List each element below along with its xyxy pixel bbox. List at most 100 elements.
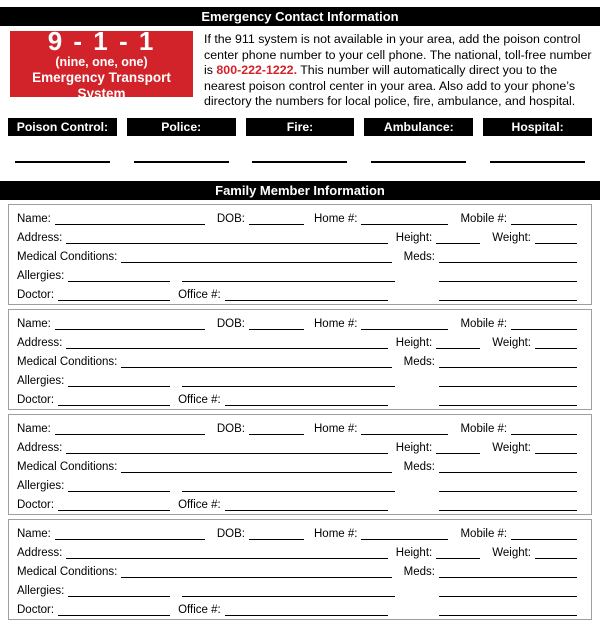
mobile-phone-blank-line — [511, 537, 577, 540]
office-phone-label: Office #: — [178, 393, 221, 406]
allergies-row: Allergies: — [17, 265, 577, 284]
meds-continuation-line-1 — [439, 489, 577, 492]
medical-conditions-label: Medical Conditions: — [17, 250, 118, 263]
meds-blank-line — [439, 365, 577, 368]
emergency-number-pronunciation: (nine, one, one) — [55, 54, 148, 69]
meds-continuation-line-1 — [439, 279, 577, 282]
name-row: Name: DOB: Home #: Mobile #: — [17, 208, 577, 227]
allergies-continuation-line — [182, 279, 396, 282]
family-member-block: Name: DOB: Home #: Mobile #: Address: He… — [8, 308, 592, 410]
height-blank-line — [436, 241, 481, 244]
allergies-continuation-line — [182, 594, 396, 597]
mobile-phone-blank-line — [511, 432, 577, 435]
meds-blank-line — [439, 260, 577, 263]
police-label: Police: — [126, 117, 236, 136]
weight-blank-line — [535, 451, 577, 454]
address-row: Address: Height: Weight: — [17, 227, 577, 246]
medical-conditions-blank-line — [121, 365, 392, 368]
office-phone-label: Office #: — [178, 603, 221, 616]
dob-label: DOB: — [216, 212, 245, 225]
name-blank-line — [54, 432, 205, 435]
mobile-phone-label: Mobile #: — [460, 527, 508, 540]
doctor-blank-line — [58, 403, 171, 406]
address-blank-line — [66, 451, 388, 454]
home-phone-blank-line — [361, 327, 449, 330]
doctor-row: Doctor: Office #: — [17, 389, 577, 408]
allergies-continuation-line — [182, 384, 396, 387]
allergies-row: Allergies: — [17, 475, 577, 494]
fire-blank-line — [246, 160, 355, 163]
mobile-phone-label: Mobile #: — [460, 212, 508, 225]
allergies-blank-line — [68, 594, 171, 597]
instructions-text-after: This number will automatically direct yo… — [204, 63, 576, 109]
allergies-label: Allergies: — [17, 374, 65, 387]
name-row: Name: DOB: Home #: Mobile #: — [17, 418, 577, 437]
allergies-blank-line — [68, 489, 171, 492]
meds-blank-line — [439, 470, 577, 473]
dob-blank-line — [249, 432, 304, 435]
height-blank-line — [436, 346, 481, 349]
mobile-phone-label: Mobile #: — [460, 317, 508, 330]
address-label: Address: — [17, 231, 63, 244]
address-row: Address: Height: Weight: — [17, 437, 577, 456]
medical-conditions-row: Medical Conditions: Meds: — [17, 351, 577, 370]
name-blank-line — [54, 327, 205, 330]
allergies-blank-line — [68, 384, 171, 387]
dob-label: DOB: — [216, 527, 245, 540]
meds-continuation-line-2 — [439, 613, 577, 616]
medical-conditions-row: Medical Conditions: Meds: — [17, 246, 577, 265]
instructions-text-before: If the 911 system is not available in yo… — [204, 32, 592, 78]
name-blank-line — [54, 537, 205, 540]
doctor-blank-line — [58, 298, 171, 301]
doctor-row: Doctor: Office #: — [17, 284, 577, 303]
poison-control-blank-line — [8, 160, 117, 163]
home-phone-label: Home #: — [314, 527, 358, 540]
doctor-blank-line — [58, 613, 171, 616]
office-phone-blank-line — [224, 298, 388, 301]
doctor-row: Doctor: Office #: — [17, 494, 577, 513]
dob-blank-line — [249, 222, 304, 225]
office-phone-label: Office #: — [178, 498, 221, 511]
office-phone-label: Office #: — [178, 288, 221, 301]
medical-conditions-label: Medical Conditions: — [17, 460, 118, 473]
name-label: Name: — [17, 317, 51, 330]
meds-continuation-line-2 — [439, 508, 577, 511]
top-section: 9 - 1 - 1 (nine, one, one) Emergency Tra… — [0, 26, 600, 110]
medical-conditions-label: Medical Conditions: — [17, 355, 118, 368]
meds-label: Meds: — [403, 250, 435, 263]
ambulance-label: Ambulance: — [364, 117, 474, 136]
medical-conditions-label: Medical Conditions: — [17, 565, 118, 578]
home-phone-label: Home #: — [314, 317, 358, 330]
weight-label: Weight: — [492, 336, 531, 349]
height-label: Height: — [395, 336, 433, 349]
doctor-label: Doctor: — [17, 288, 55, 301]
allergies-label: Allergies: — [17, 269, 65, 282]
emergency-transport-label: Emergency Transport System — [32, 69, 171, 101]
allergies-row: Allergies: — [17, 370, 577, 389]
family-member-block: Name: DOB: Home #: Mobile #: Address: He… — [8, 203, 592, 305]
call-911-box: 9 - 1 - 1 (nine, one, one) Emergency Tra… — [10, 27, 193, 101]
medical-conditions-row: Medical Conditions: Meds: — [17, 456, 577, 475]
meds-continuation-line-2 — [439, 403, 577, 406]
doctor-blank-line — [58, 508, 171, 511]
allergies-label: Allergies: — [17, 479, 65, 492]
meds-continuation-line-2 — [439, 298, 577, 301]
address-row: Address: Height: Weight: — [17, 332, 577, 351]
ambulance-blank-line — [364, 160, 473, 163]
height-label: Height: — [395, 441, 433, 454]
weight-blank-line — [535, 241, 577, 244]
weight-blank-line — [535, 346, 577, 349]
emergency-number-labels-row: Poison Control: Police: Fire: Ambulance:… — [8, 117, 592, 136]
name-label: Name: — [17, 422, 51, 435]
family-member-header: Family Member Information — [0, 180, 600, 200]
hospital-blank-line — [483, 160, 592, 163]
meds-continuation-line-1 — [439, 594, 577, 597]
mobile-phone-label: Mobile #: — [460, 422, 508, 435]
office-phone-blank-line — [224, 613, 388, 616]
doctor-label: Doctor: — [17, 603, 55, 616]
office-phone-blank-line — [224, 508, 388, 511]
emergency-contact-header: Emergency Contact Information — [0, 7, 600, 26]
poison-control-instructions: If the 911 system is not available in yo… — [193, 31, 592, 110]
home-phone-blank-line — [361, 537, 449, 540]
address-label: Address: — [17, 336, 63, 349]
